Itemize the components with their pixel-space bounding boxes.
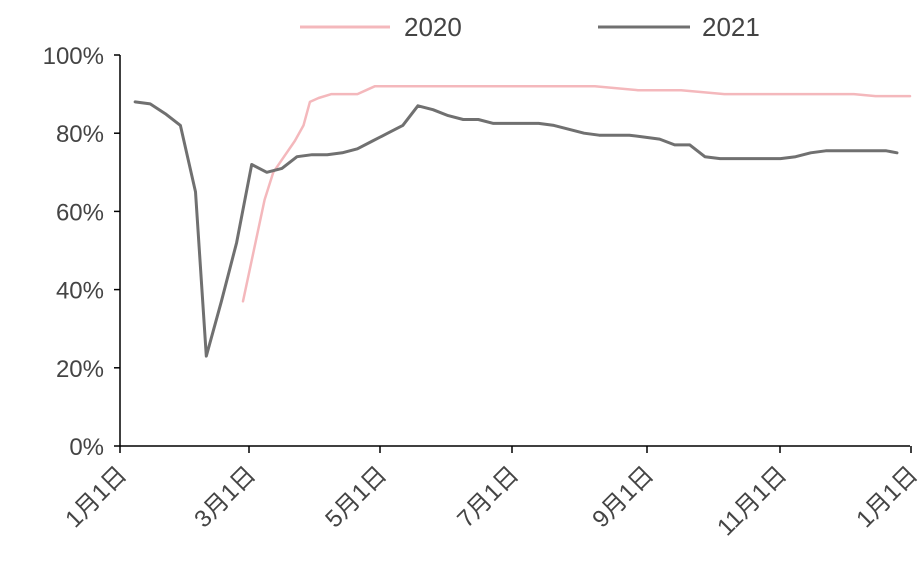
x-tick-label: 11月1日 [712, 461, 792, 541]
x-axis: 1月1日 3月1日 5月1日 7月1日 9月1日 11月1日 1月1日 [60, 445, 923, 541]
x-tick-label: 1月1日 [60, 461, 132, 533]
legend: 2020 2021 [300, 12, 760, 42]
x-tick-label: 7月1日 [452, 461, 524, 533]
y-tick-label: 60% [56, 199, 104, 226]
y-tick-label: 0% [69, 434, 104, 461]
y-tick-label: 20% [56, 356, 104, 383]
x-tick-label: 1月1日 [851, 461, 923, 533]
legend-label-2021: 2021 [702, 12, 760, 42]
y-tick-label: 40% [56, 278, 104, 305]
x-tick-label: 9月1日 [587, 461, 659, 533]
x-tick-label: 5月1日 [320, 461, 392, 533]
y-tick-label: 80% [56, 121, 104, 148]
x-tick-label: 3月1日 [189, 461, 261, 533]
series-line-2021 [133, 100, 899, 358]
series-line-2020 [241, 85, 912, 303]
series-layer [133, 85, 912, 358]
y-axis: 0% 20% 40% 60% 80% 100% [43, 43, 121, 461]
legend-label-2020: 2020 [404, 12, 462, 42]
y-tick-label: 100% [43, 43, 104, 70]
